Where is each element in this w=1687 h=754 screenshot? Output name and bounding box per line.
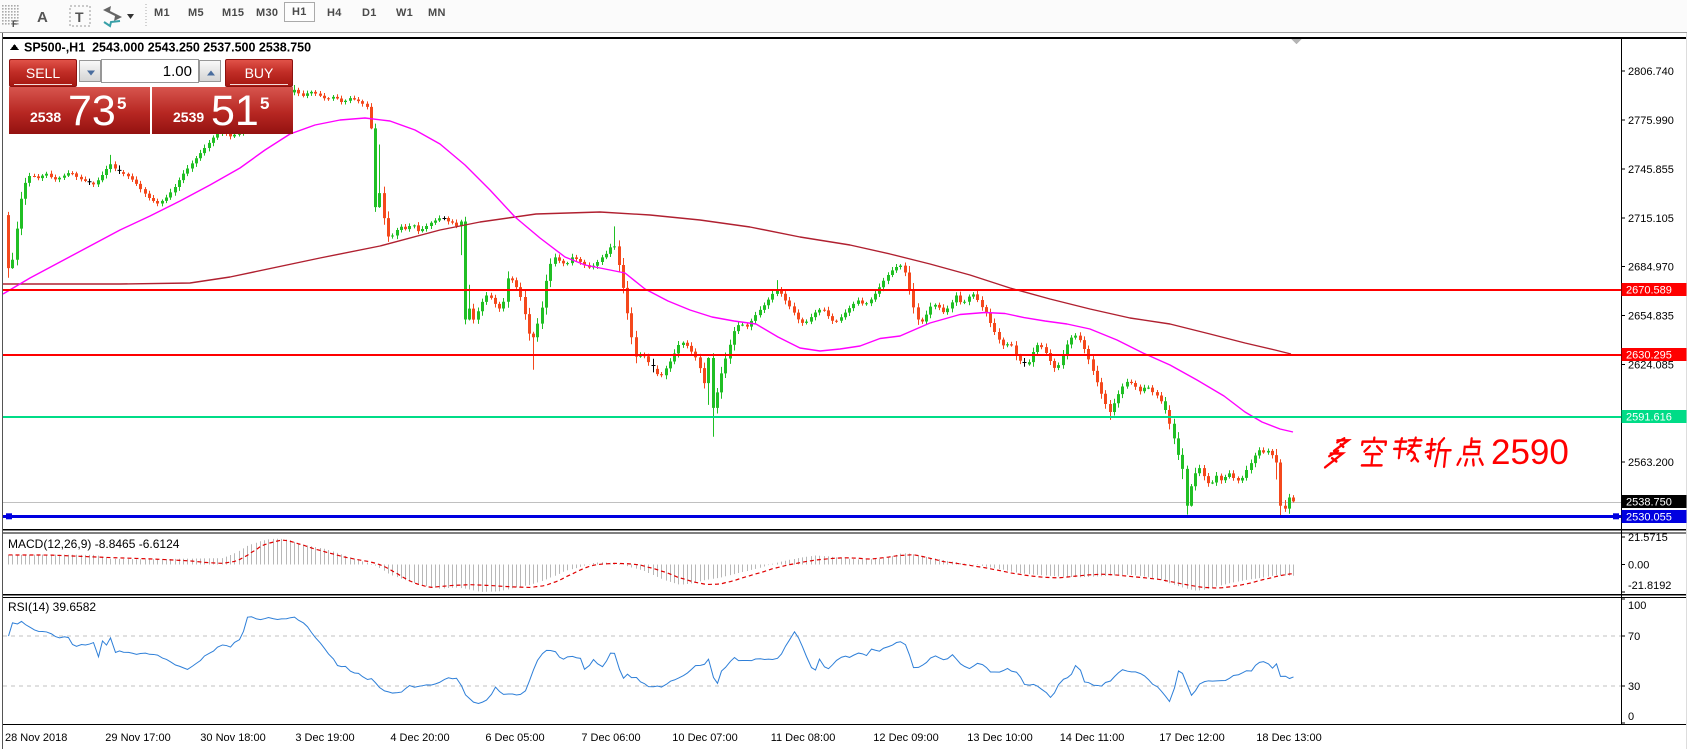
- svg-text:2624.085: 2624.085: [1628, 359, 1674, 371]
- svg-text:2563.200: 2563.200: [1628, 457, 1674, 469]
- svg-text:T: T: [75, 9, 84, 25]
- svg-text:14 Dec 11:00: 14 Dec 11:00: [1060, 732, 1125, 744]
- svg-text:3 Dec 19:00: 3 Dec 19:00: [295, 732, 354, 744]
- svg-text:2684.970: 2684.970: [1628, 262, 1674, 274]
- svg-text:18 Dec 13:00: 18 Dec 13:00: [1256, 732, 1321, 744]
- svg-text:2745.855: 2745.855: [1628, 164, 1674, 176]
- svg-text:4 Dec 20:00: 4 Dec 20:00: [390, 732, 449, 744]
- svg-text:F: F: [12, 19, 18, 29]
- svg-text:2654.835: 2654.835: [1628, 311, 1674, 323]
- svg-text:-21.8192: -21.8192: [1628, 580, 1671, 592]
- svg-text:2591.616: 2591.616: [1626, 412, 1672, 424]
- svg-text:A: A: [37, 9, 48, 26]
- svg-text:2670.589: 2670.589: [1626, 285, 1672, 297]
- svg-text:2630.295: 2630.295: [1626, 349, 1672, 361]
- svg-text:2775.990: 2775.990: [1628, 115, 1674, 127]
- svg-text:2538.750: 2538.750: [1626, 497, 1672, 509]
- svg-text:100: 100: [1628, 600, 1646, 612]
- svg-text:70: 70: [1628, 631, 1640, 643]
- svg-text:30: 30: [1628, 681, 1640, 693]
- svg-text:29 Nov 17:00: 29 Nov 17:00: [105, 732, 170, 744]
- svg-text:13 Dec 10:00: 13 Dec 10:00: [967, 732, 1032, 744]
- svg-text:2590: 2590: [1491, 433, 1569, 472]
- svg-text:30 Nov 18:00: 30 Nov 18:00: [200, 732, 265, 744]
- svg-text:11 Dec 08:00: 11 Dec 08:00: [771, 732, 836, 744]
- svg-text:RSI(14) 39.6582: RSI(14) 39.6582: [8, 600, 96, 614]
- svg-text:10 Dec 07:00: 10 Dec 07:00: [672, 732, 737, 744]
- svg-text:2715.105: 2715.105: [1628, 213, 1674, 225]
- svg-text:17 Dec 12:00: 17 Dec 12:00: [1159, 732, 1224, 744]
- svg-text:0.00: 0.00: [1628, 560, 1649, 572]
- svg-text:7 Dec 06:00: 7 Dec 06:00: [581, 732, 640, 744]
- svg-text:12 Dec 09:00: 12 Dec 09:00: [873, 732, 938, 744]
- svg-text:2530.055: 2530.055: [1626, 511, 1672, 523]
- svg-text:MACD(12,26,9) -8.8465 -6.6124: MACD(12,26,9) -8.8465 -6.6124: [8, 537, 180, 551]
- svg-text:0: 0: [1628, 711, 1634, 723]
- svg-text:SP500-,H1 2543.000 2543.250 2: SP500-,H1 2543.000 2543.250 2537.500 253…: [24, 41, 311, 55]
- svg-text:6 Dec 05:00: 6 Dec 05:00: [485, 732, 544, 744]
- svg-text:28 Nov 2018: 28 Nov 2018: [5, 732, 67, 744]
- svg-text:21.5715: 21.5715: [1628, 532, 1668, 544]
- svg-text:2806.740: 2806.740: [1628, 66, 1674, 78]
